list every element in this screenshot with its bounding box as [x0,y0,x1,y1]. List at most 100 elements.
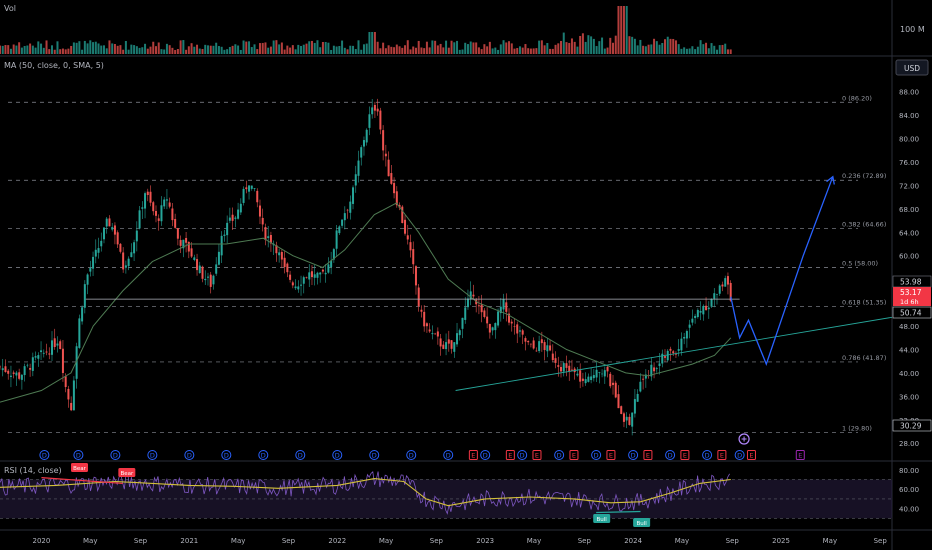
dividend-marker[interactable]: D [480,450,491,460]
candle-body [716,293,719,295]
dividend-marker[interactable]: D [517,450,528,460]
candle-body [513,326,516,327]
candle-body [228,217,231,221]
candle-body [176,228,179,239]
earnings-marker[interactable]: E [532,450,542,460]
earnings-marker[interactable]: E [746,450,756,460]
earnings-marker[interactable]: E [505,450,515,460]
earnings-marker[interactable]: E [795,450,805,460]
volume-bar [18,42,21,54]
candle-body [185,237,188,243]
time-tick: 2023 [476,537,494,545]
volume-bar [149,46,152,54]
candle-body [442,344,445,349]
currency-button-label[interactable]: USD [904,64,920,73]
bear-badge: Bear [120,471,134,477]
volume-bar [655,41,658,54]
currency-button[interactable] [895,59,929,76]
candle-body [102,227,105,240]
candle-body [666,350,669,361]
dividend-marker[interactable]: D [591,450,602,460]
candle-body [45,351,48,353]
volume-bar [691,46,694,54]
candle-body [196,259,199,271]
rsi-indicator-label[interactable]: RSI (14, close) [4,466,62,475]
earnings-marker-glyph: E [535,452,539,460]
dividend-marker[interactable]: D [628,450,639,460]
candle-body [122,252,125,270]
dividend-marker[interactable]: D [702,450,713,460]
dividend-marker-circle [665,450,676,460]
candle-body [275,245,278,254]
candle-body [70,402,73,411]
candle-body [72,380,75,411]
volume-bar [261,42,264,54]
dividend-marker[interactable]: D [147,450,158,460]
candle-body [524,338,527,342]
dividend-marker[interactable]: D [554,450,565,460]
dividend-marker[interactable]: D [406,450,417,460]
candle-body [245,187,248,190]
candle-body [217,251,220,265]
support-price-label: 50.74 [900,309,922,318]
current-price-label: 53.17 [900,288,922,297]
volume-bar [705,42,708,54]
candle-body [78,318,81,348]
volume-bar [696,46,699,54]
earnings-marker-box [468,450,478,460]
candle-body [609,373,612,387]
candle-body [644,374,647,379]
candle-body [428,329,431,332]
volume-bar [20,47,23,54]
earnings-marker[interactable]: E [717,450,727,460]
time-tick: 2020 [33,537,51,545]
dividend-marker[interactable]: D [258,450,269,460]
dividend-marker[interactable]: D [221,450,232,460]
candle-body [592,375,595,379]
candle-body [425,323,428,327]
volume-bar [729,49,732,54]
candle-body [168,202,171,207]
dividend-marker[interactable]: D [184,450,195,460]
volume-bar [72,42,75,54]
volume-bar [94,41,97,54]
earnings-marker[interactable]: E [468,450,478,460]
dividend-marker[interactable]: D [332,450,343,460]
dividend-marker[interactable]: D [369,450,380,460]
volume-bar [9,48,12,54]
earnings-marker[interactable]: E [606,450,616,460]
candle-body [636,393,639,402]
volume-bar [379,48,382,54]
volume-bar [42,47,45,54]
volume-bar [40,43,43,54]
volume-bar [713,45,716,54]
volume-bar [395,44,398,54]
dividend-marker[interactable]: D [734,450,745,460]
candle-body [570,369,573,371]
volume-bar [34,47,37,54]
fib-label: 0.786 (41.87) [842,354,886,362]
dividend-marker[interactable]: D [295,450,306,460]
candle-body [206,276,209,278]
earnings-marker[interactable]: E [643,450,653,460]
candle-body [40,350,43,353]
volume-bar [587,35,590,54]
dividend-marker[interactable]: D [443,450,454,460]
dividend-marker[interactable]: D [110,450,121,460]
volume-bar [617,6,620,54]
earnings-marker[interactable]: E [569,450,579,460]
volume-bar [258,43,261,54]
ma-indicator-label[interactable]: MA (50, close, 0, SMA, 5) [4,61,104,70]
candle-body [201,266,204,279]
earnings-marker[interactable]: E [680,450,690,460]
candle-body [4,366,7,372]
price-tick: 76.00 [899,159,919,167]
volume-bar [256,49,259,54]
dividend-marker[interactable]: D [39,450,50,460]
dividend-marker[interactable]: D [73,450,84,460]
dividend-marker[interactable]: D [665,450,676,460]
volume-bar [406,40,409,54]
candle-body [458,330,461,336]
